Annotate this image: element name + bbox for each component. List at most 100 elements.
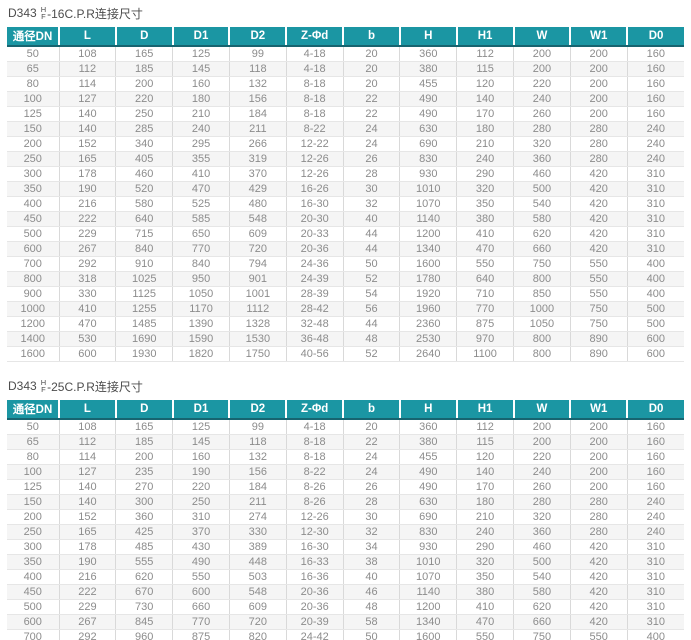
table-cell: 609 — [228, 226, 287, 242]
table-cell: 229 — [58, 599, 116, 615]
table-cell: 32 — [342, 196, 400, 212]
table-cell: 115 — [456, 434, 514, 450]
table-cell: 420 — [569, 584, 628, 600]
table-cell: 220 — [513, 449, 571, 465]
table-cell: 24-42 — [285, 629, 344, 640]
table-row: 800 318 1025 950 901 24-39 52 1780 640 800 550 400 — [7, 271, 684, 287]
table-cell: 310 — [626, 181, 684, 197]
table-cell: 320 — [513, 136, 571, 152]
table-cell: 20-36 — [285, 584, 344, 600]
table-cell: 1001 — [228, 286, 287, 302]
table-cell: 300 — [115, 494, 173, 510]
table-cell: 180 — [172, 91, 230, 107]
table-cell: 420 — [569, 196, 628, 212]
table-row: 100 127 235 190 156 8-22 24 490 140 240 200 160 — [7, 464, 684, 480]
table-cell: 405 — [115, 151, 173, 167]
table-cell: 460 — [115, 166, 173, 182]
table-cell: 112 — [58, 434, 116, 450]
table-cell: 285 — [115, 121, 173, 137]
table-cell: 274 — [228, 509, 287, 525]
table-cell: 910 — [115, 256, 173, 272]
table-cell: 280 — [513, 121, 571, 137]
table-cell: 485 — [115, 539, 173, 555]
table-cell: 420 — [569, 211, 628, 227]
table-cell: 190 — [58, 181, 116, 197]
table-cell: 500 — [7, 226, 59, 242]
table-cell: 1140 — [399, 211, 457, 227]
table-row: 200 152 340 295 266 12-22 24 690 210 320 280 240 — [7, 136, 684, 152]
table-cell: 156 — [228, 91, 287, 107]
table-cell: 24-39 — [285, 271, 344, 287]
table-row: 65 112 185 145 118 4-18 20 380 115 200 200 160 — [7, 61, 684, 77]
table-cell: 178 — [58, 166, 116, 182]
column-header: W — [512, 27, 571, 47]
table-cell: 211 — [228, 494, 287, 510]
table-row: 80 114 200 160 132 8-18 24 455 120 220 200 160 — [7, 449, 684, 465]
table-cell: 455 — [399, 449, 457, 465]
table-cell: 80 — [7, 76, 59, 92]
table-cell: 20-33 — [285, 226, 344, 242]
table-cell: 470 — [58, 316, 116, 332]
table-cell: 1390 — [172, 316, 230, 332]
table-cell: 630 — [399, 121, 457, 137]
table-cell: 890 — [569, 331, 628, 347]
table-row: 300 178 485 430 389 16-30 34 930 290 460 420 310 — [7, 539, 684, 555]
column-header: 通径DN — [7, 27, 59, 47]
table-cell: 20-36 — [285, 241, 344, 257]
table-cell: 34 — [342, 539, 400, 555]
table-cell: 380 — [399, 61, 457, 77]
table-cell: 8-18 — [285, 76, 344, 92]
table-cell: 330 — [228, 524, 287, 540]
table-cell: 430 — [172, 539, 230, 555]
table-cell: 550 — [569, 286, 628, 302]
table-row: 1600 600 1930 1820 1750 40-56 52 2640 1100 800 890… — [7, 346, 684, 362]
table-cell: 266 — [228, 136, 287, 152]
table-cell: 125 — [7, 106, 59, 122]
table-cell: 160 — [626, 419, 684, 435]
table-cell: 720 — [228, 241, 287, 257]
table-cell: 470 — [456, 614, 514, 630]
table-cell: 420 — [569, 614, 628, 630]
table-cell: 1000 — [513, 301, 571, 317]
table-cell: 360 — [399, 419, 457, 435]
column-header: b — [342, 27, 400, 47]
table-cell: 8-22 — [285, 121, 344, 137]
table-cell: 318 — [58, 271, 116, 287]
table-cell: 12-22 — [285, 136, 344, 152]
table-cell: 240 — [626, 151, 684, 167]
table-cell: 550 — [172, 569, 230, 585]
table-cell: 490 — [399, 464, 457, 480]
dimension-table-pn16: 通径DN L D D1 D2 Z-Φd b H H1 W W1 D0 50 108 165 125 99 4-18… — [7, 27, 684, 362]
table-cell: 24-36 — [285, 256, 344, 272]
table-cell: 340 — [115, 136, 173, 152]
table-cell: 125 — [172, 46, 230, 62]
table-cell: 585 — [172, 211, 230, 227]
table-cell: 600 — [626, 331, 684, 347]
table-cell: 200 — [115, 76, 173, 92]
table-cell: 160 — [172, 76, 230, 92]
table-cell: 600 — [7, 241, 59, 257]
table-row: 65 112 185 145 118 8-18 22 380 115 200 200 160 — [7, 434, 684, 450]
table-cell: 114 — [58, 449, 116, 465]
table-row: 50 108 165 125 99 4-18 20 360 112 200 200 160 — [7, 46, 684, 62]
table-row: 500 229 715 650 609 20-33 44 1200 410 620 420 310 — [7, 226, 684, 242]
table-cell: 490 — [399, 91, 457, 107]
table-cell: 700 — [7, 256, 59, 272]
table-cell: 267 — [58, 241, 116, 257]
table-cell: 1400 — [7, 331, 59, 347]
table-cell: 8-26 — [285, 494, 344, 510]
table-cell: 20 — [342, 419, 400, 435]
table-cell: 630 — [399, 494, 457, 510]
table-cell: 22 — [342, 91, 400, 107]
column-header: D1 — [171, 400, 230, 420]
table-cell: 550 — [569, 256, 628, 272]
title-model: D343 — [8, 379, 37, 393]
table-cell: 800 — [513, 346, 571, 362]
table-cell: 52 — [342, 346, 400, 362]
table-cell: 1200 — [399, 226, 457, 242]
table-cell: 28-42 — [285, 301, 344, 317]
table-cell: 548 — [228, 584, 287, 600]
